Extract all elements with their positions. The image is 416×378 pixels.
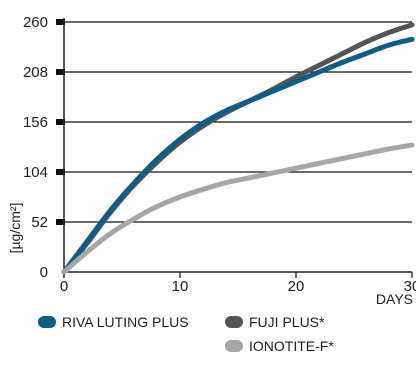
x-tick-label: 10 [172,278,189,295]
x-axis-ticks: 0 10 20 30 [60,272,416,295]
series-line-fuji-plus [61,22,415,275]
legend-swatch-fuji-plus [225,316,243,328]
y-tick-mark [56,219,65,225]
series-line-riva-luting-plus [61,36,415,275]
legend-label-fuji-plus: FUJI PLUS* [249,314,325,330]
grid-lines [56,19,412,225]
y-axis-label: [µg/cm²] [7,203,23,254]
legend-label-riva-luting-plus: RIVA LUTING PLUS [62,314,189,330]
y-tick-mark [56,19,65,25]
legend-swatch-riva-luting-plus [38,316,56,328]
y-tick-label: 260 [23,14,48,31]
series-line-ionotite-f [61,142,415,275]
y-tick-label: 208 [23,64,48,81]
y-tick-mark [56,69,65,75]
y-tick-label: 52 [31,214,48,231]
x-axis-label: DAYS [376,291,413,307]
x-tick-label: 20 [288,278,305,295]
x-tick-label: 0 [60,278,68,295]
y-tick-label: 104 [23,164,48,181]
y-tick-mark [56,169,65,175]
legend-swatch-ionotite-f [225,340,243,352]
series-lines [61,22,415,275]
y-tick-mark [56,119,65,125]
legend: RIVA LUTING PLUS FUJI PLUS* IONOTITE-F* [38,314,334,354]
x-tick-label: 30 [404,278,416,295]
legend-label-ionotite-f: IONOTITE-F* [249,338,334,354]
y-axis-ticks: 0 52 104 156 208 260 [23,14,48,281]
y-tick-label: 0 [40,264,48,281]
y-tick-label: 156 [23,114,48,131]
